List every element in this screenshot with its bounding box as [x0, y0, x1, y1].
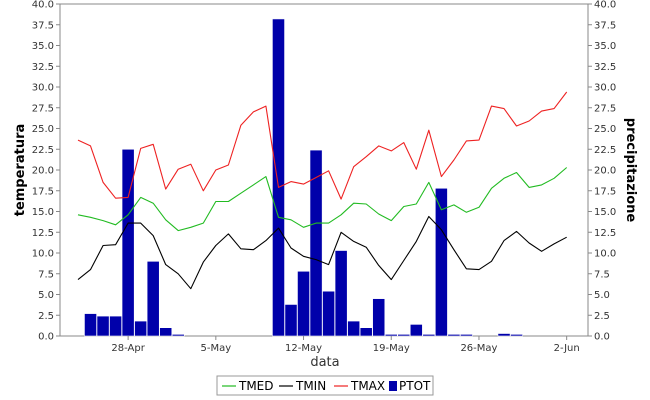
y-tick-label-right: 35.0 [594, 41, 616, 52]
legend-label-ptot: PTOT [399, 379, 431, 393]
ptot-bar [84, 313, 97, 337]
ptot-bar [434, 187, 448, 337]
y-tick-label-right: 25.0 [594, 124, 616, 135]
ptot-bar [109, 315, 122, 337]
ptot-bar [134, 320, 148, 337]
y-tick-label-left: 2.5 [38, 311, 54, 322]
y-tick-label-right: 0.0 [594, 332, 610, 343]
series-line-tmin [77, 215, 567, 290]
ptot-bar [146, 260, 160, 337]
y-tick-label-right: 10.0 [594, 249, 616, 260]
legend-swatch-ptot [389, 381, 397, 391]
x-tick-label: 2-Jun [554, 343, 580, 354]
y-tick-label-right: 15.0 [594, 207, 616, 218]
y-tick-label-left: 17.5 [32, 186, 54, 197]
right-y-axis: 0.0 2.5 5.0 7.5 10.0 12.5 15.0 17.5 20.0 22.5 25.0… [588, 0, 616, 343]
y-tick-label-right: 5.0 [594, 290, 610, 301]
x-tick-label: 26-May [460, 343, 497, 354]
temperature-lines [77, 91, 568, 290]
ptot-bar [460, 334, 473, 337]
y-tick-label-left: 37.5 [32, 20, 54, 31]
plot-area [59, 3, 589, 337]
legend-box [216, 375, 434, 396]
ptot-bar [309, 149, 323, 337]
y-tick-label-left: 30.0 [32, 83, 54, 94]
series-line-tmed [77, 167, 568, 232]
y-tick-label-left: 22.5 [32, 145, 54, 156]
x-tick-label: 19-May [373, 343, 410, 354]
x-axis-title: data [310, 355, 339, 370]
ptot-bar [384, 334, 398, 337]
legend-label-tmax: TMAX [350, 379, 385, 393]
y-tick-label-right: 32.5 [594, 62, 616, 73]
ptot-bar [171, 334, 185, 337]
y-axis-left-title: temperatura [13, 124, 28, 217]
y-tick-label-left: 15.0 [32, 207, 54, 218]
y-tick-label-right: 7.5 [594, 269, 610, 280]
x-axis: 28-Apr 5-May 12-May 19-May 26-May 2-Jun [111, 336, 580, 354]
ptot-bar [96, 315, 110, 337]
x-tick-label: 28-Apr [111, 343, 145, 354]
ptot-bar [322, 290, 335, 337]
x-tick-label: 5-May [201, 343, 232, 354]
y-tick-label-left: 40.0 [32, 0, 54, 11]
y-tick-label-left: 27.5 [32, 103, 54, 114]
y-tick-label-right: 20.0 [594, 166, 616, 177]
ptot-bar [159, 327, 173, 337]
ptot-bar [121, 148, 135, 337]
y-tick-label-left: 25.0 [32, 124, 54, 135]
ptot-bar [422, 334, 436, 337]
y-axis-right-title: precipitazione [623, 118, 638, 223]
legend-label-tmin: TMIN [295, 379, 326, 393]
ptot-bar [297, 270, 310, 337]
y-tick-label-right: 37.5 [594, 20, 616, 31]
y-tick-label-right: 40.0 [594, 0, 616, 11]
ptot-bars [84, 18, 523, 337]
y-tick-label-right: 12.5 [594, 228, 616, 239]
y-tick-label-left: 20.0 [32, 166, 54, 177]
ptot-bar [372, 298, 386, 337]
ptot-bar [347, 320, 361, 337]
y-tick-label-left: 12.5 [32, 228, 54, 239]
ptot-bar [284, 304, 298, 337]
y-tick-label-right: 30.0 [594, 83, 616, 94]
y-tick-label-right: 17.5 [594, 186, 616, 197]
left-y-axis: 0.0 2.5 5.0 7.5 10.0 12.5 15.0 17.5 20.0 22.5 25.0… [32, 0, 60, 343]
legend-label-tmed: TMED [238, 379, 274, 393]
y-tick-label-left: 0.0 [38, 332, 54, 343]
y-tick-label-left: 10.0 [32, 249, 54, 260]
ptot-bar [510, 334, 523, 337]
y-tick-label-left: 7.5 [38, 269, 54, 280]
legend: TMED TMIN TMAX PTOT [216, 375, 434, 396]
y-tick-label-left: 35.0 [32, 41, 54, 52]
ptot-bar [359, 327, 373, 337]
y-tick-label-right: 22.5 [594, 145, 616, 156]
y-tick-label-left: 32.5 [32, 62, 54, 73]
ptot-bar [409, 324, 423, 337]
x-tick-label: 12-May [285, 343, 322, 354]
ptot-bar [272, 18, 285, 337]
ptot-bar [334, 250, 348, 337]
series-line-tmax [77, 91, 568, 200]
ptot-bar [447, 334, 461, 337]
ptot-bar [397, 334, 411, 337]
y-tick-label-left: 5.0 [38, 290, 54, 301]
y-tick-label-right: 27.5 [594, 103, 616, 114]
y-tick-label-right: 2.5 [594, 311, 610, 322]
ptot-bar [497, 333, 511, 337]
